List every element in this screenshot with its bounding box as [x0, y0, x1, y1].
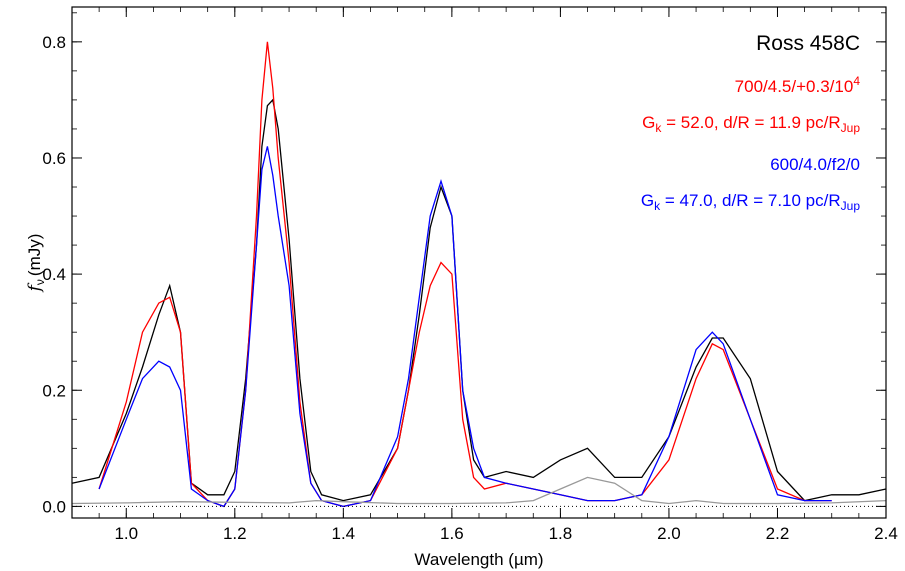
model2-fit-rest: = 47.0, d/R = 7.10 pc/R — [660, 191, 841, 210]
y-tick-label: 0.8 — [42, 33, 66, 52]
x-tick-label: 1.0 — [114, 524, 138, 543]
model1-fit: Gk = 52.0, d/R = 11.9 pc/RJup — [642, 113, 860, 135]
model2-fit-gsub: k — [654, 199, 661, 213]
x-tick-label: 1.6 — [440, 524, 464, 543]
y-tick-label: 0.2 — [42, 381, 66, 400]
y-tick-label: 0.6 — [42, 149, 66, 168]
x-tick-label: 2.4 — [874, 524, 898, 543]
model1-params-sup: 4 — [853, 74, 860, 88]
model1-fit-rest: = 52.0, d/R = 11.9 pc/R — [661, 113, 840, 132]
y-axis-subscript: ν — [33, 279, 47, 285]
x-axis-ticks: 1.0 1.2 1.4 1.6 1.8 2.0 2.2 2.4 — [71, 7, 898, 543]
model2-fit: Gk = 47.0, d/R = 7.10 pc/RJup — [641, 191, 860, 213]
model1-fit-g: G — [642, 113, 655, 132]
y-tick-label: 0.4 — [42, 265, 66, 284]
x-tick-label: 1.8 — [549, 524, 573, 543]
legend-annotations: Ross 458C 700/4.5/+0.3/104 Gk = 52.0, d/… — [641, 32, 860, 213]
series-layer — [71, 41, 887, 508]
x-tick-label: 1.2 — [223, 524, 247, 543]
x-axis-title: Wavelength (µm) — [414, 550, 543, 569]
model2-params: 600/4.0/f2/0 — [770, 155, 860, 174]
series-line-4 — [71, 476, 887, 505]
x-tick-label: 2.0 — [657, 524, 681, 543]
y-tick-label: 0.0 — [42, 497, 66, 516]
model1-fit-gsub: k — [655, 121, 662, 135]
x-tick-label: 2.2 — [766, 524, 790, 543]
y-axis-symbol: f — [25, 282, 45, 293]
model2-fit-g: G — [641, 191, 654, 210]
y-axis-title: fν (mJy) — [25, 234, 47, 294]
model1-params-base: 700/4.5/+0.3/10 — [735, 77, 854, 96]
model2-fit-unit-sub: Jup — [841, 199, 861, 213]
x-tick-label: 1.4 — [332, 524, 356, 543]
series-line-2 — [98, 41, 832, 508]
y-axis-ticks: 0.0 0.2 0.4 0.6 0.8 — [42, 12, 886, 516]
y-axis-unit: (mJy) — [25, 234, 44, 276]
series-line-1 — [71, 98, 887, 502]
model1-params: 700/4.5/+0.3/104 — [735, 74, 861, 96]
chart-title: Ross 458C — [756, 32, 860, 55]
model1-fit-unit-sub: Jup — [841, 121, 861, 135]
